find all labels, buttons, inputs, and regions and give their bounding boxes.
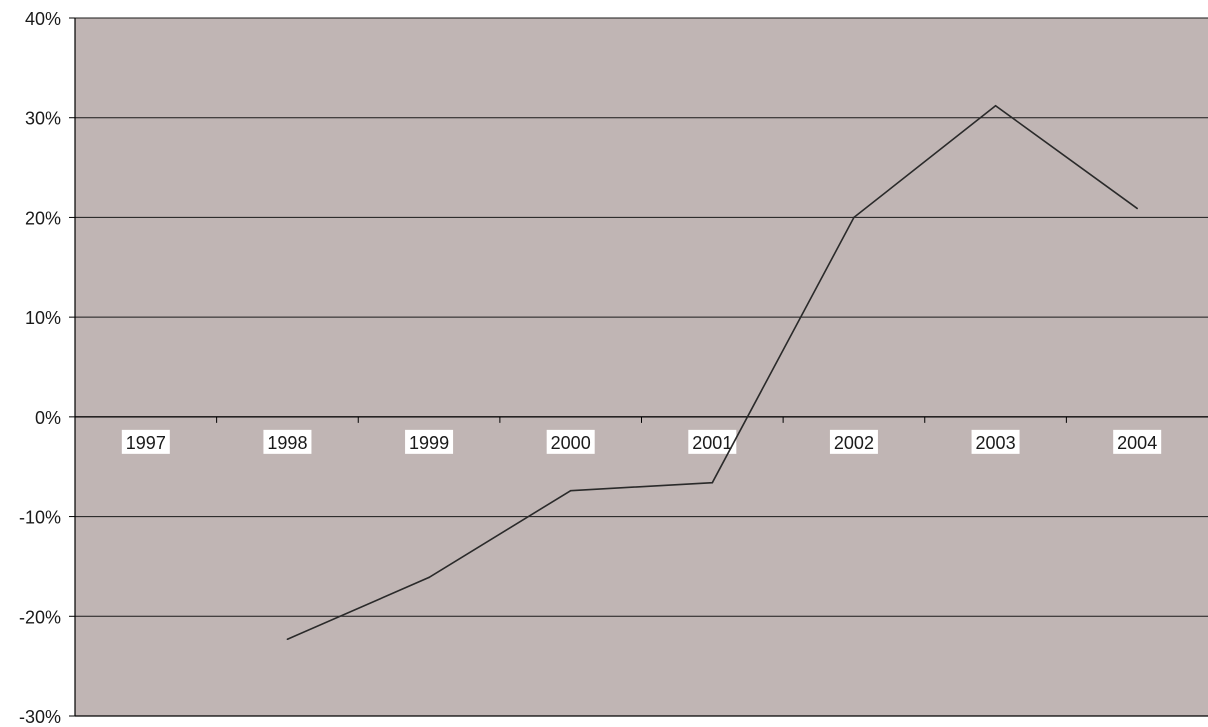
x-category-label: 1999 — [409, 433, 449, 453]
series-group — [286, 104, 1138, 641]
data-point — [853, 216, 855, 219]
y-axis: -30% -20% -10% 0% 10% 20% 30% 40% — [19, 9, 1208, 727]
x-category-label: 2001 — [692, 433, 732, 453]
data-point — [286, 638, 289, 641]
y-tick-label: 40% — [25, 9, 61, 29]
category-label-box — [971, 429, 1020, 454]
data-point — [428, 576, 430, 579]
category-label-box — [688, 429, 737, 454]
x-category-label: 1998 — [267, 433, 307, 453]
y-tick-label: 20% — [25, 208, 61, 228]
category-label-box — [121, 429, 170, 454]
x-category-label: 2003 — [976, 433, 1016, 453]
x-axis: 1997 1998 1999 2000 2001 2002 2003 2004 — [75, 416, 1208, 454]
category-label-box — [405, 429, 454, 454]
data-point — [994, 104, 997, 107]
category-label-box — [1113, 429, 1162, 454]
x-category-label: 2004 — [1117, 433, 1157, 453]
y-tick-label: 0% — [35, 408, 61, 428]
plot-area — [75, 18, 1208, 716]
category-label-box — [546, 429, 595, 454]
x-category-label: 2002 — [834, 433, 874, 453]
data-point — [569, 489, 572, 492]
x-category-label: 1997 — [126, 433, 166, 453]
category-label-box — [829, 429, 878, 454]
y-tick-label: 30% — [25, 109, 61, 129]
category-label-box — [263, 429, 312, 454]
y-tick-label: -30% — [19, 707, 61, 727]
y-tick-label: -10% — [19, 508, 61, 528]
y-tick-label: 10% — [25, 308, 61, 328]
data-point — [1136, 207, 1138, 210]
y-tick-label: -20% — [19, 607, 61, 627]
data-point — [711, 481, 714, 484]
x-category-label: 2000 — [551, 433, 591, 453]
